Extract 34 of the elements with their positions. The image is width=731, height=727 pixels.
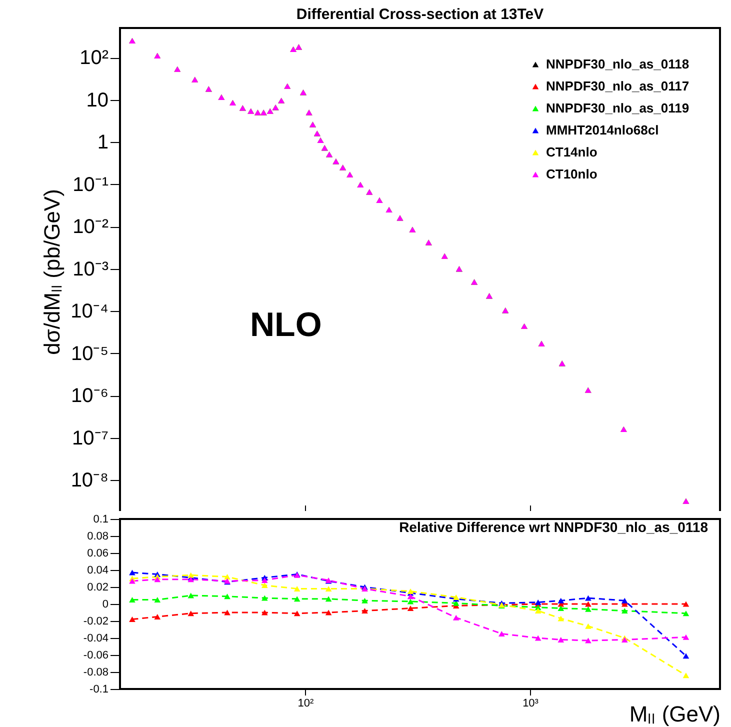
chart-title: Relative Difference wrt NNPDF30_nlo_as_0118 — [399, 519, 708, 535]
y-tick-label: -0.02 — [83, 616, 108, 628]
legend-label: NNPDF30_nlo_as_0117 — [546, 78, 690, 94]
x-axis-title: Mₗₗ (GeV) — [629, 702, 720, 726]
y-tick-label: 10⁻⁶ — [71, 385, 108, 408]
y-tick-label: 0.06 — [87, 548, 108, 560]
y-tick-label: 1 — [97, 132, 108, 154]
y-tick-label: 10⁻⁴ — [70, 300, 108, 323]
y-tick-label: 10⁻¹ — [72, 174, 109, 196]
y-tick-label: 0.1 — [93, 514, 108, 526]
legend-label: CT14nlo — [546, 144, 598, 160]
y-tick-label: 10² — [80, 47, 109, 70]
y-tick-label: 0.08 — [87, 530, 108, 542]
y-tick-label: -0.04 — [83, 632, 108, 644]
y-tick-label: 10⁻³ — [72, 258, 109, 280]
y-tick-label: 10⁻² — [72, 216, 109, 238]
y-tick-label: 10⁻⁵ — [70, 342, 108, 365]
legend-label: NNPDF30_nlo_as_0118 — [546, 56, 690, 72]
y-axis-title: dσ/dMₗₗ (pb/GeV) — [40, 189, 65, 355]
x-tick-label: 10³ — [522, 698, 539, 710]
y-tick-label: 0.04 — [87, 564, 108, 576]
y-tick-label: -0.06 — [83, 650, 108, 662]
legend-label: NNPDF30_nlo_as_0119 — [546, 100, 690, 116]
y-tick-label: -0.08 — [83, 666, 108, 678]
y-tick-label: 10⁻⁷ — [72, 427, 108, 450]
legend-label: MMHT2014nlo68cl — [546, 122, 659, 138]
y-tick-label: -0.1 — [90, 684, 108, 696]
y-tick-label: 10⁻⁸ — [70, 470, 108, 492]
y-tick-label: 10 — [86, 89, 108, 112]
chart-title: Differential Cross-section at 13TeV — [296, 6, 544, 23]
annotation: NLO — [250, 306, 322, 344]
y-tick-label: 0 — [102, 598, 108, 610]
legend-label: CT10nlo — [546, 166, 598, 182]
y-tick-label: 0.02 — [87, 582, 108, 594]
